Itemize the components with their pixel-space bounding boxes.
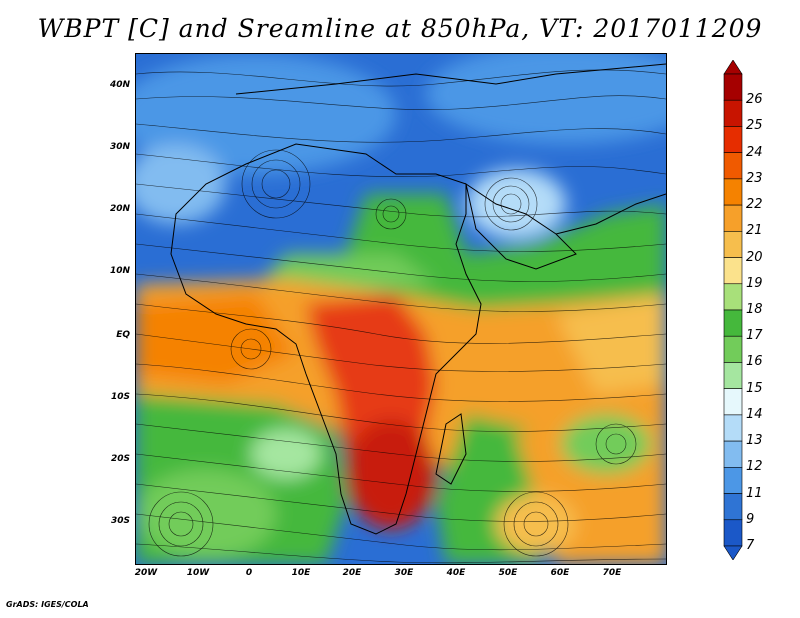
colorbar-label: 7 <box>746 538 755 553</box>
lat-label-30n: 30N <box>109 142 130 152</box>
colorbar-label: 22 <box>746 197 763 213</box>
colorbar-cell <box>723 126 743 153</box>
lon-label-70e: 70E <box>602 568 622 578</box>
lat-label-30s: 30S <box>110 516 130 526</box>
orange-gulf-guinea <box>136 294 296 384</box>
colorbar-cell <box>723 152 743 180</box>
light-blue-patch-arabia <box>466 169 566 239</box>
colorbar-label: 16 <box>746 354 763 370</box>
colorbar-label: 12 <box>746 459 763 475</box>
colorbar-cell <box>723 283 743 311</box>
light-blue-patch-west <box>136 144 226 224</box>
colorbar-label: 15 <box>746 380 763 396</box>
madagascar-coastline <box>435 413 467 485</box>
colorbar-cell <box>723 309 743 337</box>
coastlines <box>170 63 666 535</box>
colorbar-cell <box>723 414 743 442</box>
lon-label-40e: 40E <box>446 568 466 578</box>
pale-green-patch <box>251 429 321 479</box>
colorbar-top-arrow <box>723 60 743 75</box>
colorbar-label: 25 <box>746 118 763 134</box>
colorbar-cell <box>723 467 743 494</box>
lat-label-10s: 10S <box>110 392 130 402</box>
asia-coastline <box>555 193 666 235</box>
colorbar-label: 26 <box>746 92 763 108</box>
colorbar-cell <box>723 362 743 389</box>
lat-label-20n: 20N <box>109 204 130 214</box>
colorbar <box>723 60 743 560</box>
colorbar-label: 19 <box>746 275 763 291</box>
colorbar-cell <box>723 178 743 206</box>
lon-label-10w: 10W <box>186 568 210 578</box>
lon-label-60e: 60E <box>550 568 570 578</box>
wbpt-field <box>136 54 666 564</box>
light-green-south-atlantic <box>136 469 276 559</box>
map-title: WBPT [C] and Sreamline at 850hPa, VT: 20… <box>37 14 763 43</box>
dark-red-southern-africa <box>346 419 436 529</box>
colorbar-cell <box>723 204 743 232</box>
colorbar-label: 13 <box>746 433 763 449</box>
colorbar-cell <box>723 440 743 468</box>
colorbar-label: 17 <box>746 328 763 344</box>
light-orange-anticyclone <box>496 494 576 554</box>
lon-label-30e: 30E <box>394 568 414 578</box>
colorbar-label: 14 <box>746 406 763 422</box>
colorbar-label: 11 <box>746 485 763 501</box>
lon-label-50e: 50E <box>498 568 518 578</box>
lat-label-20s: 20S <box>110 454 130 464</box>
colorbar-label: 21 <box>746 223 763 239</box>
africa-coastline <box>170 143 482 535</box>
lon-label-20e: 20E <box>342 568 362 578</box>
lat-label-eq: EQ <box>116 330 130 340</box>
colorbar-label: 23 <box>746 170 763 186</box>
colorbar-label: 9 <box>746 511 755 527</box>
colorbar-label: 18 <box>746 302 763 317</box>
colorbar-label: 24 <box>746 144 763 160</box>
colorbar-cell <box>723 73 743 101</box>
lon-label-20w: 20W <box>134 568 158 578</box>
streamlines <box>136 69 666 564</box>
lon-label-10e: 10E <box>291 568 311 578</box>
blue-band-northeast <box>426 54 666 144</box>
mediterranean-coastline <box>235 63 666 95</box>
lon-label-0: 0 <box>245 568 253 578</box>
arabia-coastline <box>465 182 577 270</box>
map-panel <box>135 53 667 565</box>
colorbar-cell <box>723 335 743 363</box>
lat-label-40n: 40N <box>109 80 130 90</box>
colorbar-cell <box>723 257 743 285</box>
colorbar-cell <box>723 493 743 521</box>
colorbar-cell <box>723 231 743 258</box>
colorbar-cell <box>723 99 743 127</box>
colorbar-cell <box>723 519 743 547</box>
lat-label-10n: 10N <box>109 266 130 276</box>
colorbar-label: 20 <box>746 249 763 265</box>
credit-text: GrADS: IGES/COLA <box>6 600 89 609</box>
colorbar-cell <box>723 388 743 416</box>
colorbar-bottom-arrow <box>723 545 743 560</box>
